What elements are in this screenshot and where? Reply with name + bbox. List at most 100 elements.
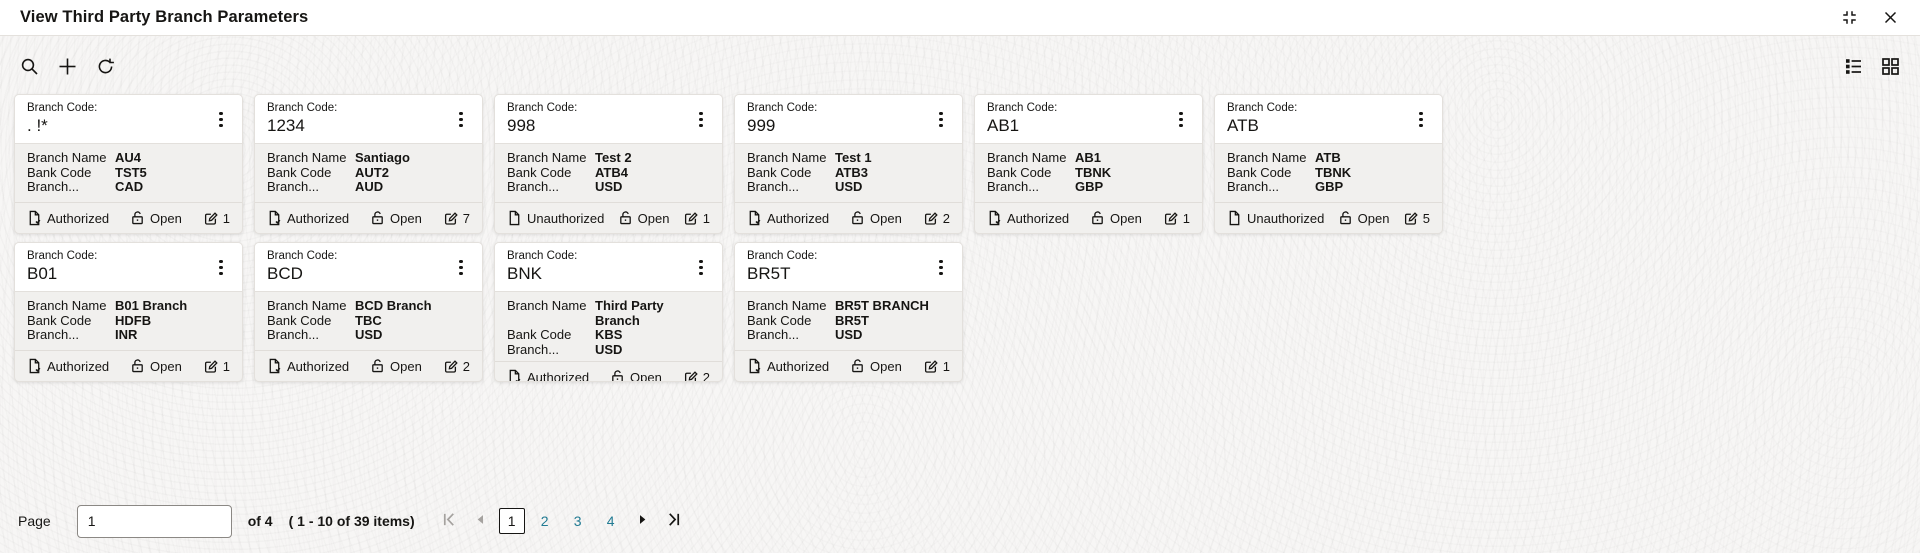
record-lock-status: Open [370,210,422,226]
bank-code-label: Bank Code [987,164,1052,180]
grid-view-button[interactable] [1879,55,1902,78]
record-lock-text: Open [630,369,662,382]
authorization-status-text: Authorized [47,210,110,226]
branch-name-value: Test 1 [835,150,872,165]
unauthorized-icon [1227,210,1242,226]
edit-count-icon [203,358,218,374]
bank-code-value: HDFB [115,312,152,328]
card-menu-button[interactable] [1172,102,1190,137]
branch-code-value: 998 [507,116,536,135]
record-count: 1 [1163,210,1190,226]
authorized-icon [507,369,522,381]
authorization-status: Unauthorized [507,210,604,226]
kebab-icon [219,111,223,128]
branch-card: Branch Code: 998 Branch Name Test 2 Bank… [494,94,723,234]
page-number-2[interactable]: 2 [532,508,558,534]
unlock-icon [130,358,145,374]
toolbar-right [1842,55,1902,78]
refresh-button[interactable] [94,55,117,78]
card-menu-button[interactable] [692,250,710,285]
previous-page-button[interactable] [469,510,492,532]
close-icon [1883,10,1898,25]
branch-code-value: 999 [747,116,776,135]
branch-code-label: Branch Code: [1227,102,1298,114]
authorization-status: Authorized [987,210,1069,226]
close-button[interactable] [1881,8,1900,27]
add-button[interactable] [55,54,80,79]
card-menu-button[interactable] [212,250,230,285]
branch-currency-label: Branch... [507,341,560,357]
pagination-bar: Page of 4 ( 1 - 10 of 39 items) [14,501,1906,545]
branch-name-value: Test 2 [595,150,632,165]
card-header: Branch Code: 1234 [255,95,482,144]
record-count-value: 7 [462,210,470,226]
card-body: Branch Name Third Party Branch Bank Code… [495,292,722,361]
card-menu-button[interactable] [212,102,230,137]
record-count-value: 2 [462,358,470,374]
record-count-value: 1 [222,358,230,374]
bank-code-value: TST5 [115,164,147,180]
card-menu-button[interactable] [932,102,950,137]
card-menu-button[interactable] [452,250,470,285]
bank-code-label: Bank Code [1227,164,1292,180]
edit-count-icon [923,358,938,374]
branch-currency-label: Branch... [27,179,80,194]
card-body: Branch Name BR5T BRANCH Bank Code BR5T B… [735,292,962,350]
authorization-status: Authorized [267,210,349,226]
authorization-status-text: Unauthorized [1247,210,1325,226]
card-footer: Authorized Open [255,350,482,381]
window-controls [1840,8,1900,27]
list-view-button[interactable] [1842,55,1865,78]
page-label: Page [18,513,51,529]
collapse-window-button[interactable] [1840,8,1859,27]
page-number-input[interactable] [76,504,232,538]
record-lock-text: Open [150,210,182,226]
record-count: 1 [923,358,950,374]
card-menu-button[interactable] [1412,102,1430,137]
branch-code-value: AB1 [987,116,1020,135]
branch-name-value: AU4 [115,150,142,165]
edit-count-icon [683,369,698,381]
card-menu-button[interactable] [932,250,950,285]
collapse-icon [1842,10,1857,25]
record-lock-status: Open [610,369,662,382]
branch-code-label: Branch Code: [267,102,338,114]
card-menu-button[interactable] [452,102,470,137]
branch-currency-value: USD [355,327,383,342]
authorization-status: Authorized [267,358,349,374]
authorization-status: Authorized [507,369,590,382]
first-page-button[interactable] [437,509,462,533]
card-header: Branch Code: BCD [255,243,482,292]
authorization-status: Authorized [27,210,109,226]
unlock-icon [1338,210,1353,226]
card-footer: Authorized Open [255,202,482,233]
next-page-button[interactable] [631,510,654,532]
card-header: Branch Code: 999 [735,95,962,144]
plus-icon [57,56,78,77]
refresh-icon [96,57,115,76]
authorized-icon [747,210,762,226]
branch-card: Branch Code: 1234 Branch Name Santiago B… [254,94,483,234]
page-number-3[interactable]: 3 [565,508,591,534]
search-button[interactable] [18,55,41,78]
card-menu-button[interactable] [692,102,710,137]
record-lock-text: Open [870,358,902,374]
last-page-button[interactable] [661,509,686,533]
authorization-status-text: Authorized [527,369,590,382]
kebab-icon [459,111,463,128]
bank-code-value: KBS [595,327,623,342]
branch-currency-label: Branch... [747,179,800,194]
kebab-icon [939,111,943,128]
branch-code-label: Branch Code: [27,250,98,262]
branch-name-value: Santiago [355,150,410,165]
page-number-1[interactable]: 1 [498,508,525,534]
branch-currency-value: USD [595,179,623,194]
page-number-4[interactable]: 4 [598,508,624,534]
edit-count-icon [923,210,938,226]
branch-code-value: B01 [27,264,58,283]
branch-card: Branch Code: ATB Branch Name ATB Bank Co… [1214,94,1443,234]
branch-currency-label: Branch... [27,327,80,342]
authorized-icon [747,358,762,374]
branch-card: Branch Code: AB1 Branch Name AB1 Bank Co… [974,94,1203,234]
branch-code-value: 1234 [267,116,305,135]
